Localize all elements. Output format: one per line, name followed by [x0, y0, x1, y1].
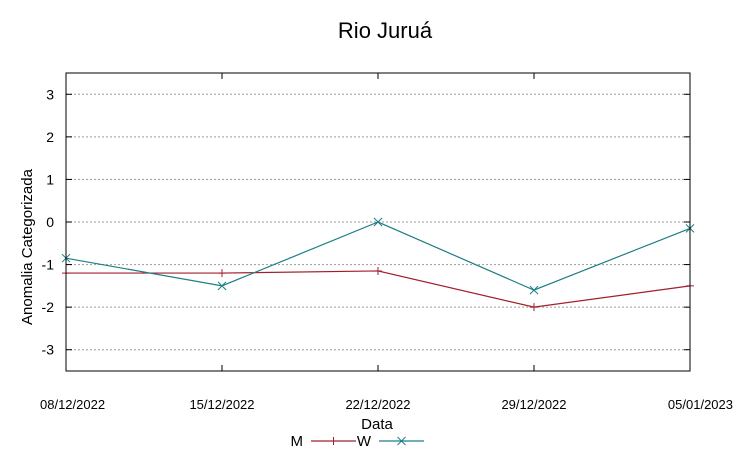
data-point-w — [529, 285, 539, 295]
y-axis-label: Anomalia Categorizada — [19, 168, 36, 325]
legend-label-m: M — [291, 433, 304, 450]
y-tick-label: 3 — [46, 86, 54, 102]
y-tick-label: -2 — [42, 299, 55, 315]
grid — [66, 93, 690, 351]
legend-marker-w — [397, 436, 406, 446]
series-line-m — [66, 270, 691, 308]
marker-stroke — [529, 285, 539, 295]
data-point-m — [374, 266, 382, 275]
y-tick-label: 1 — [46, 171, 54, 187]
x-tick-label: 29/12/2022 — [501, 397, 566, 412]
x-axis-ticks: 08/12/2022 15/12/2022 22/12/2022 29/12/2022… — [40, 73, 733, 412]
legend-marker-m — [329, 437, 338, 445]
series-w — [61, 217, 695, 295]
data-point-m — [530, 303, 538, 312]
y-tick-label: -1 — [42, 257, 55, 273]
chart-title: Rio Juruá — [338, 18, 433, 43]
legend-label-w: W — [357, 433, 372, 450]
x-axis-label: Data — [361, 416, 393, 433]
x-tick-label: 15/12/2022 — [189, 397, 254, 412]
y-tick-label: 0 — [46, 214, 54, 230]
x-tick-label: 08/12/2022 — [40, 397, 105, 412]
series-m — [62, 266, 694, 312]
data-point-w — [217, 281, 227, 291]
marker-stroke — [217, 281, 227, 291]
plot-frame — [65, 72, 691, 372]
marker-stroke — [397, 436, 406, 446]
marker-stroke — [373, 217, 383, 227]
x-tick-label: 22/12/2022 — [345, 397, 410, 412]
y-axis-ticks: 3 2 1 0 -1 -2 -3 — [42, 86, 690, 358]
y-tick-label: -3 — [42, 342, 55, 358]
data-point-w — [373, 217, 383, 227]
series-line-w — [65, 221, 691, 291]
data-point-m — [218, 269, 226, 278]
x-tick-label: 05/01/2023 — [668, 397, 733, 412]
y-tick-label: 2 — [46, 129, 54, 145]
